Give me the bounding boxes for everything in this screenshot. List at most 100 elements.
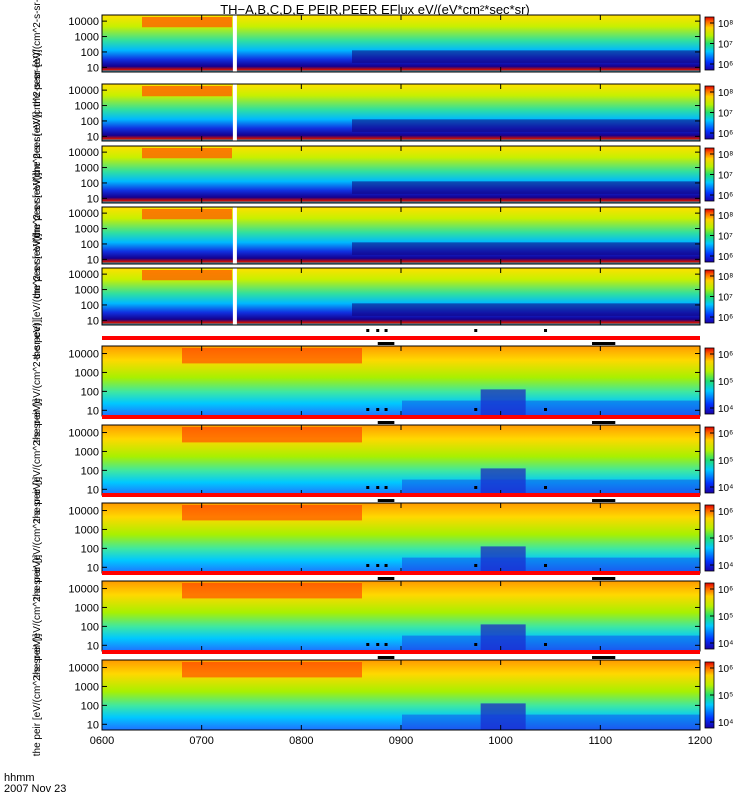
colorbar-tick-label: 10⁷	[718, 40, 733, 51]
spectrogram-cell	[142, 270, 232, 281]
y-tick-label: 100	[81, 300, 99, 312]
y-tick-label: 10	[87, 131, 99, 143]
y-tick-label: 10000	[68, 85, 99, 97]
data-gap	[232, 15, 237, 72]
y-tick-label: 100	[81, 239, 99, 251]
spectrogram-cell	[182, 662, 362, 678]
spectrogram-cell	[402, 400, 700, 416]
y-tick-label: 100	[81, 700, 99, 712]
x-tick-label: 0600	[90, 735, 114, 747]
y-tick-label: 10000	[68, 584, 99, 596]
spectrogram-cell	[402, 635, 700, 651]
date-label: 2007 Nov 23	[4, 783, 67, 795]
time-marker	[376, 564, 380, 567]
panel-8: 10 100 1000 10000 the peir [eV/(cm^2-s-sr-eV…	[32, 477, 733, 600]
panel-1: 10 100 1000 10000 the peer [eV/(cm^2-s-sr-eV…	[32, 0, 733, 106]
time-marker	[384, 564, 388, 567]
colorbar-tick-label: 10⁸	[718, 150, 733, 161]
colorbar-tick-label: 10⁶	[718, 664, 733, 675]
time-marker	[474, 408, 478, 411]
time-marker	[366, 564, 370, 567]
y-tick-label: 1000	[75, 285, 99, 297]
panel-3: 10 100 1000 10000 the peer [eV/(cm^2-s-sr-eV…	[32, 111, 733, 237]
colorbar-tick-label: 10⁶	[718, 252, 733, 263]
spectrogram-cell	[182, 427, 362, 443]
y-tick-label: 10	[87, 62, 99, 74]
x-tick-label: 1100	[589, 735, 613, 747]
time-marker	[366, 643, 370, 646]
y-axis-label: the peer [eV/(cm^2-s-sr-eV)]	[32, 172, 43, 298]
colorbar-tick-label: 10⁷	[718, 109, 733, 120]
y-tick-label: 10	[87, 562, 99, 574]
y-axis-label: the peer [eV/(cm^2-s-sr-eV)]	[32, 111, 43, 237]
y-tick-label: 100	[81, 116, 99, 128]
y-tick-label: 10000	[68, 147, 99, 159]
spectrogram-cell	[182, 583, 362, 599]
y-tick-label: 10000	[68, 349, 99, 361]
time-marker	[384, 329, 388, 332]
time-marker	[366, 486, 370, 489]
panel-7: 10 100 1000 10000 the peir [eV/(cm^2-s-sr-eV…	[32, 399, 733, 522]
colorbar-tick-label: 10⁸	[718, 272, 733, 283]
colorbar-tick-label: 10⁶	[718, 129, 733, 140]
panel-9: 10 100 1000 10000 the peir [eV/(cm^2-s-sr-eV…	[32, 555, 733, 678]
y-tick-label: 100	[81, 543, 99, 555]
time-marker	[544, 408, 548, 411]
y-tick-label: 10000	[68, 428, 99, 440]
x-tick-label: 0900	[389, 735, 413, 747]
time-marker	[544, 329, 548, 332]
colorbar-tick-label: 10⁵	[718, 456, 733, 467]
y-tick-label: 1000	[75, 32, 99, 44]
y-axis-label: the peir [eV/(cm^2-s-sr-eV)]	[32, 477, 43, 600]
spectrogram-cell	[480, 389, 526, 416]
colorbar-tick-label: 10⁷	[718, 171, 733, 182]
x-tick-label: 1200	[688, 735, 712, 747]
y-axis-label: the peer [eV/(cm^2-s-sr-eV)]	[32, 233, 43, 359]
y-tick-label: 10000	[68, 208, 99, 220]
y-axis-label: the peir [eV/(cm^2-s-sr-eV)]	[32, 555, 43, 678]
y-axis-label: the peir [eV/(cm^2-s-sr-eV)]	[32, 399, 43, 522]
time-bar	[592, 342, 616, 345]
y-tick-label: 10	[87, 484, 99, 496]
y-tick-label: 10000	[68, 506, 99, 518]
state-bar	[102, 571, 700, 575]
panel-5: 10 100 1000 10000 the peer [eV/(cm^2-s-sr-eV…	[32, 233, 733, 359]
spectrogram-cell	[480, 624, 526, 651]
colorbar-tick-label: 10⁵	[718, 377, 733, 388]
time-marker	[474, 643, 478, 646]
colorbar-tick-label: 10⁸	[718, 19, 733, 30]
colorbar-tick-label: 10⁴	[718, 639, 733, 650]
colorbar-tick-label: 10⁵	[718, 534, 733, 545]
spectrogram-cell	[142, 86, 232, 97]
y-tick-label: 1000	[75, 367, 99, 379]
colorbar-tick-label: 10⁷	[718, 293, 733, 304]
data-gap	[232, 268, 237, 325]
spectrogram-cell	[182, 348, 362, 364]
colorbar-tick-label: 10⁶	[718, 585, 733, 596]
time-bar	[592, 577, 616, 580]
y-tick-label: 10000	[68, 663, 99, 675]
colorbar-tick-label: 10⁶	[718, 350, 733, 361]
colorbar-tick-label: 10⁴	[718, 483, 733, 494]
time-bar	[592, 421, 616, 424]
time-bar	[377, 499, 395, 502]
time-bar	[377, 342, 395, 345]
y-tick-label: 100	[81, 178, 99, 190]
state-bar-group-1	[102, 329, 700, 345]
time-marker	[366, 408, 370, 411]
time-marker	[376, 643, 380, 646]
y-tick-label: 10	[87, 719, 99, 731]
time-marker	[384, 643, 388, 646]
spectrogram-cell	[402, 714, 700, 730]
state-bar	[102, 415, 700, 419]
y-tick-label: 10	[87, 315, 99, 327]
time-bar	[592, 656, 616, 659]
spectrogram-cell	[352, 242, 700, 255]
time-marker	[544, 643, 548, 646]
colorbar-tick-label: 10⁶	[718, 191, 733, 202]
colorbar-tick-label: 10⁶	[718, 60, 733, 71]
y-tick-label: 10	[87, 405, 99, 417]
time-marker	[474, 486, 478, 489]
y-tick-label: 100	[81, 621, 99, 633]
